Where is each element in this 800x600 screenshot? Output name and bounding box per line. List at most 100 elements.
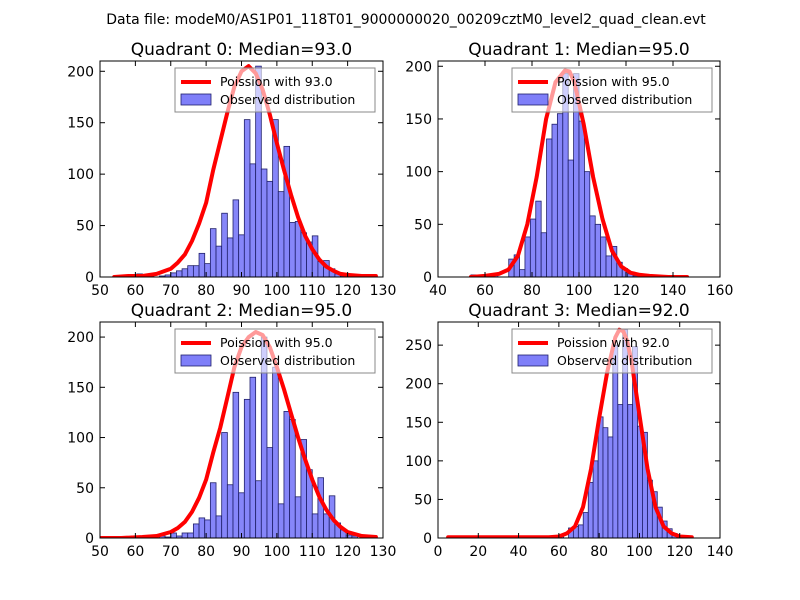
histogram-bar xyxy=(215,245,223,277)
histogram-bar xyxy=(209,228,217,277)
x-tick-label: 60 xyxy=(550,544,568,560)
x-tick-label: 100 xyxy=(566,283,593,299)
y-tick-label: 0 xyxy=(423,531,432,547)
legend-label-poisson: Poission with 92.0 xyxy=(557,335,670,350)
x-tick-label: 100 xyxy=(264,283,291,299)
subplot-quadrant-3: Quadrant 3: Median=92.0 0 20 40 60 80 100 120 14… xyxy=(405,301,733,560)
histogram-bar xyxy=(215,515,223,538)
subplot-title: Quadrant 0: Median=93.0 xyxy=(131,40,353,60)
histogram-bar xyxy=(204,519,211,538)
histogram-bar xyxy=(597,416,604,538)
x-tick-label: 100 xyxy=(264,544,291,560)
histogram-bar xyxy=(249,163,257,277)
histogram-bar xyxy=(232,199,240,277)
histogram-bar xyxy=(582,512,589,538)
y-tick-label: 200 xyxy=(67,330,94,346)
y-tick-label: 100 xyxy=(405,165,432,181)
y-tick-label: 0 xyxy=(85,531,94,547)
x-tick-label: 80 xyxy=(197,544,215,560)
histogram-bar xyxy=(592,460,599,538)
x-tick-label: 70 xyxy=(162,283,180,299)
x-tick-label: 80 xyxy=(590,544,608,560)
plot-area xyxy=(468,68,690,277)
y-tick-label: 200 xyxy=(405,377,432,393)
histogram-bar xyxy=(540,232,547,277)
histogram-bar xyxy=(283,411,291,538)
histogram-bar xyxy=(277,191,285,277)
histogram-bar xyxy=(602,427,609,538)
x-tick-label: 110 xyxy=(299,544,326,560)
histogram-bar xyxy=(627,404,634,538)
subplot-quadrant-2: Quadrant 2: Median=95.0 50 60 70 80 90 100 110 1… xyxy=(67,301,396,560)
y-tick-label: 150 xyxy=(67,116,94,132)
x-tick-label: 120 xyxy=(666,544,693,560)
histogram-bar xyxy=(238,492,245,538)
histogram-bar xyxy=(243,398,251,538)
histogram-bar xyxy=(255,480,262,538)
x-tick-label: 50 xyxy=(91,544,109,560)
histogram-bar xyxy=(209,482,217,538)
histogram-bar xyxy=(181,268,189,277)
histogram-bar xyxy=(176,270,183,277)
histogram-bar xyxy=(587,482,594,538)
x-tick-label: 40 xyxy=(429,283,447,299)
legend-label-poisson: Poission with 95.0 xyxy=(220,335,333,350)
y-tick-label: 100 xyxy=(405,454,432,470)
histogram-bar xyxy=(170,272,177,277)
histogram-bar xyxy=(204,263,211,277)
histogram-bar xyxy=(584,171,591,277)
histogram-bar xyxy=(226,237,234,277)
x-tick-label: 130 xyxy=(370,283,397,299)
histogram-bar xyxy=(289,222,296,277)
y-tick-label: 150 xyxy=(67,380,94,396)
histogram-bar xyxy=(192,523,200,538)
histogram-bar xyxy=(294,221,302,277)
plot-area xyxy=(100,330,378,538)
x-tick-label: 120 xyxy=(334,544,361,560)
histogram-bar xyxy=(198,517,206,538)
histogram-bar xyxy=(535,200,542,277)
x-tick-label: 60 xyxy=(126,283,144,299)
legend: Poission with 93.0 Observed distribution xyxy=(174,67,376,113)
histogram-bar xyxy=(551,123,558,277)
y-tick-label: 50 xyxy=(414,217,432,233)
histogram-bar xyxy=(181,532,189,538)
histogram-bar xyxy=(238,234,245,277)
legend-bar-swatch xyxy=(180,354,212,367)
legend-label-observed: Observed distribution xyxy=(220,92,355,107)
y-tick-label: 50 xyxy=(76,481,94,497)
histogram-bar xyxy=(556,113,564,277)
x-tick-label: 20 xyxy=(469,544,487,560)
y-tick-label: 100 xyxy=(67,167,94,183)
histogram-bar xyxy=(266,447,274,538)
histogram-bar xyxy=(277,503,285,538)
legend: Poission with 95.0 Observed distribution xyxy=(511,67,713,113)
y-tick-label: 50 xyxy=(414,492,432,508)
subplot-quadrant-1: Quadrant 1: Median=95.0 40 60 80 100 120 140 16… xyxy=(405,40,733,299)
y-tick-label: 200 xyxy=(67,64,94,80)
histogram-bar xyxy=(323,513,330,538)
histogram-bar xyxy=(249,376,257,538)
histogram-bar xyxy=(226,484,234,538)
histogram-bar xyxy=(578,120,585,277)
legend-label-observed: Observed distribution xyxy=(557,92,692,107)
histogram-bar xyxy=(607,436,614,538)
x-tick-label: 110 xyxy=(299,283,326,299)
x-tick-label: 80 xyxy=(523,283,541,299)
histogram-bar xyxy=(605,255,612,277)
histogram-bar xyxy=(617,404,624,538)
histogram-bar xyxy=(612,344,619,538)
x-tick-label: 60 xyxy=(476,283,494,299)
x-tick-label: 60 xyxy=(126,544,144,560)
x-tick-label: 130 xyxy=(370,544,397,560)
histogram-bar xyxy=(519,269,526,277)
x-tick-label: 50 xyxy=(91,283,109,299)
histogram-bar xyxy=(317,477,324,538)
histogram-bar xyxy=(577,524,584,538)
plot-area xyxy=(112,64,378,277)
histogram-bar xyxy=(221,212,228,277)
histogram-bar xyxy=(600,236,607,277)
x-tick-label: 80 xyxy=(197,283,215,299)
legend: Poission with 95.0 Observed distribution xyxy=(174,328,376,374)
